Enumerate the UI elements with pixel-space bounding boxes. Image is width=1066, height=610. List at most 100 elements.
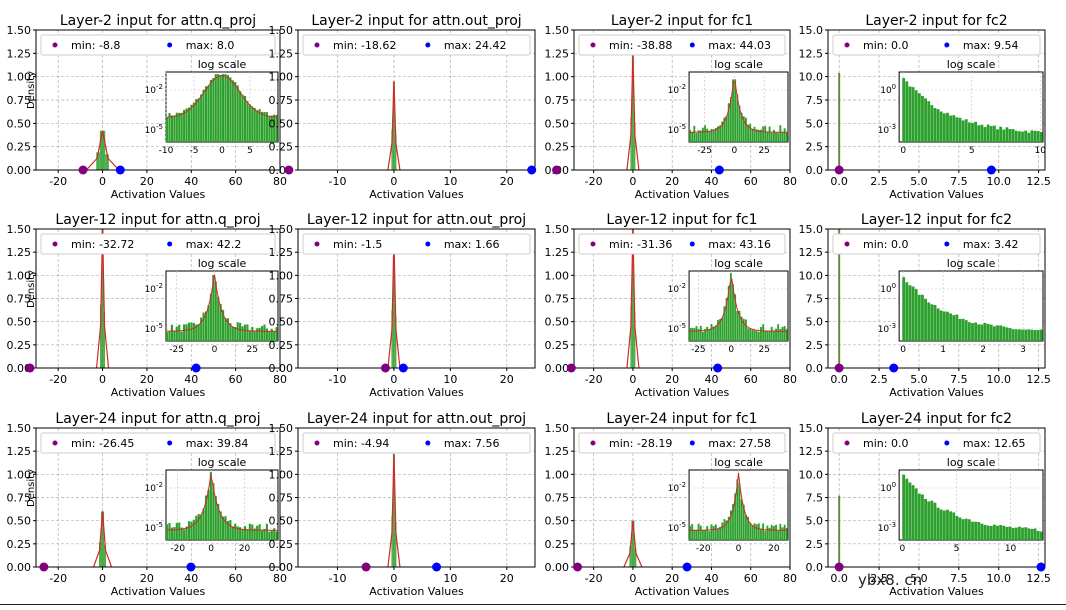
inset-bar <box>902 474 906 540</box>
subplot-1-1: -10 0 10 20 0.00 0.25 0.50 0.75 1.00 1.25 1.50 Acti… <box>269 212 536 399</box>
inset-bar <box>273 331 276 341</box>
inset-bar <box>229 77 232 142</box>
y-tick-label: 0.50 <box>269 316 294 329</box>
inset-x-tick-label: 0 <box>208 544 214 554</box>
x-tick-label: 40 <box>704 373 718 386</box>
x-tick-label: 0 <box>99 373 106 386</box>
inset-bar <box>980 124 984 142</box>
x-tick-label: 0 <box>390 175 397 188</box>
inset-bar <box>1017 329 1021 341</box>
inset-bar <box>195 515 198 540</box>
inset-bar <box>779 125 782 142</box>
legend-max-label: max: 7.56 <box>444 437 500 450</box>
inset-bar <box>955 516 959 540</box>
y-tick-label: 10.0 <box>799 71 824 84</box>
y-tick-label: 0.50 <box>269 117 294 130</box>
inset-bar <box>273 114 276 142</box>
legend-max-label: max: 44.03 <box>708 39 771 52</box>
x-tick-label: 20 <box>500 572 514 585</box>
inset-title: log scale <box>714 456 763 469</box>
legend-max-marker <box>425 42 431 48</box>
inset-bar <box>927 101 931 142</box>
y-tick-label: 0.25 <box>545 339 570 352</box>
inset-bar <box>695 326 698 341</box>
x-tick-label: -10 <box>329 373 347 386</box>
y-tick-label: 1.50 <box>269 422 294 435</box>
inset-bar <box>744 515 747 540</box>
inset-log-scale: -10 -5 0 5 10-2 10-5 log scale <box>145 58 279 156</box>
inset-bar <box>209 79 212 142</box>
x-tick-label: 0 <box>629 373 636 386</box>
inset-bar <box>967 519 971 540</box>
inset-bar <box>224 74 227 142</box>
inset-bar <box>192 102 195 142</box>
inset-bar <box>217 503 220 540</box>
min-marker <box>78 165 88 175</box>
inset-bar <box>710 323 713 341</box>
x-tick-label: 0.0 <box>830 373 848 386</box>
x-tick-label: 60 <box>744 572 758 585</box>
inset-bar <box>749 522 752 540</box>
inset-bar <box>760 129 762 142</box>
y-tick-label: 1.25 <box>7 445 32 458</box>
inset-y-tick-label: 10-5 <box>145 322 163 335</box>
legend-max-marker <box>167 241 173 247</box>
inset-bar <box>961 120 965 142</box>
inset-x-tick-label: -25 <box>697 146 712 156</box>
y-tick-label: 0.25 <box>269 141 294 154</box>
y-tick-label: 5.0 <box>806 117 824 130</box>
inset-bar <box>971 323 974 341</box>
inset-bar <box>1024 130 1028 142</box>
inset-bar <box>770 132 773 142</box>
inset-bar <box>166 524 169 540</box>
inset-bar <box>256 525 259 540</box>
inset-bar <box>917 294 921 341</box>
inset-bar <box>224 318 227 341</box>
legend-min-label: min: -8.8 <box>71 39 120 52</box>
subplot-2-3: 0.0 2.5 5.0 7.5 10.0 12.5 0.0 2.5 5.0 7.5 10.0 12.5… <box>799 411 1051 598</box>
inset-bar <box>219 75 222 142</box>
inset-bar <box>1014 130 1018 142</box>
inset-bar <box>263 528 266 540</box>
inset-bar <box>258 524 261 540</box>
y-tick-label: 1.00 <box>7 468 32 481</box>
inset-bar <box>246 529 249 540</box>
inset-kde-line <box>689 81 788 133</box>
x-tick-label: -10 <box>329 175 347 188</box>
inset-bar <box>946 311 949 341</box>
inset-bar <box>239 322 242 341</box>
inset-bar <box>1024 527 1028 540</box>
subplot-2-2: -20 0 20 40 60 80 0.00 0.25 0.50 0.75 1.00 1.25 1.50… <box>545 411 798 598</box>
inset-bar <box>226 318 230 341</box>
inset-bar <box>166 117 169 142</box>
hist-bar <box>103 312 106 368</box>
inset-bar <box>200 514 203 540</box>
x-axis-label: Activation Values <box>889 386 984 399</box>
x-tick-label: 60 <box>744 373 758 386</box>
inset-bar <box>248 330 251 341</box>
inset-bar <box>742 116 745 142</box>
inset-bar <box>921 494 924 540</box>
max-marker <box>432 562 442 572</box>
x-tick-label: 0 <box>99 175 106 188</box>
legend-min-label: min: -1.5 <box>333 238 382 251</box>
inset-bar <box>911 286 915 341</box>
inset-bar <box>751 329 754 341</box>
inset-bar <box>275 327 278 341</box>
inset-bar <box>699 525 702 540</box>
inset-bar <box>192 322 195 341</box>
inset-bar <box>243 95 247 142</box>
subplot-title: Layer-24 input for fc1 <box>606 411 757 427</box>
inset-log-scale: -25 0 25 10-2 10-5 log scale <box>668 257 789 355</box>
min-marker <box>566 363 576 373</box>
inset-bar <box>723 117 726 142</box>
inset-bar <box>173 527 176 540</box>
x-tick-label: 12.5 <box>1026 175 1051 188</box>
x-axis-label: Activation Values <box>369 386 464 399</box>
hist-bar <box>392 240 395 368</box>
inset-x-tick-label: 20 <box>768 544 780 554</box>
inset-bar <box>971 521 974 540</box>
y-tick-label: 0.50 <box>545 316 570 329</box>
inset-bar <box>749 123 752 142</box>
inset-bar <box>747 124 749 142</box>
